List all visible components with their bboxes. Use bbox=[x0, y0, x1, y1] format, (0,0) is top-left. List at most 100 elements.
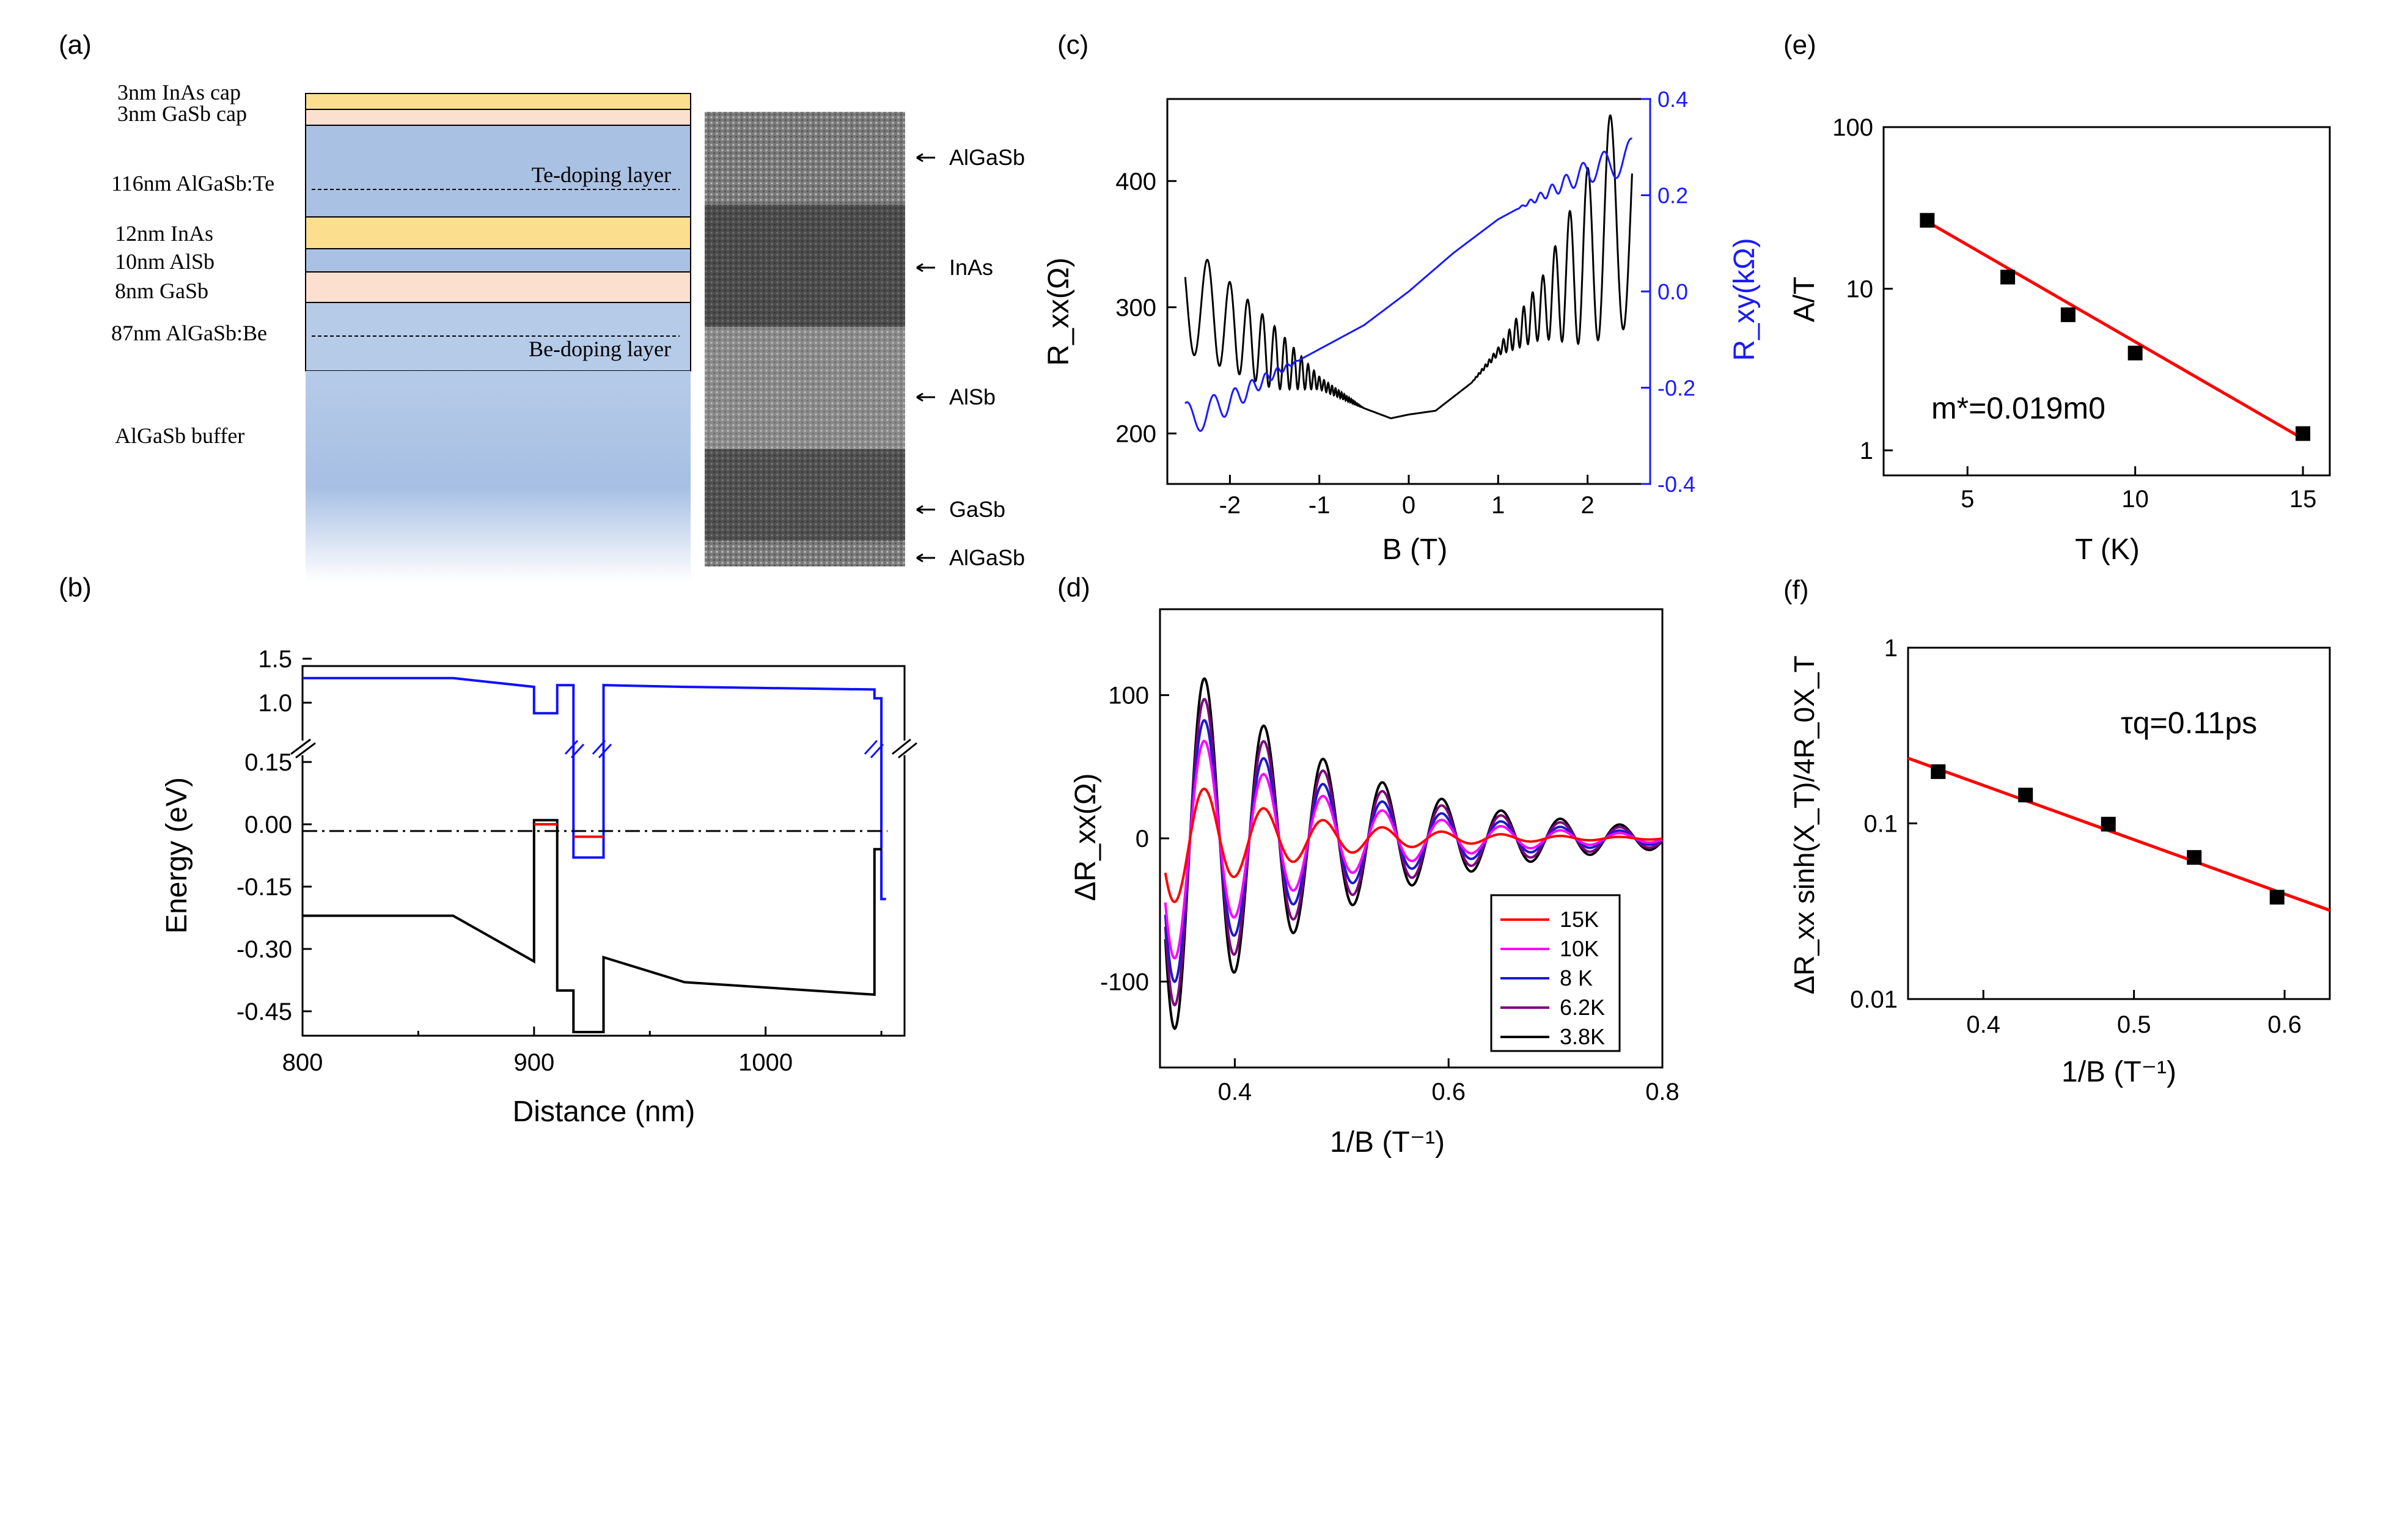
layer-label: 3nm InAs cap bbox=[117, 80, 241, 104]
panel-label-c: (c) bbox=[1057, 30, 1088, 60]
x-tick-label: 0.5 bbox=[2117, 1011, 2151, 1038]
x-tick-label: 900 bbox=[513, 1049, 554, 1076]
y-right-tick-label: -0.2 bbox=[1657, 376, 1695, 401]
panel-label-f: (f) bbox=[1783, 575, 1809, 605]
y-tick-label: 1.0 bbox=[258, 690, 292, 717]
x-axis-break-icon bbox=[889, 738, 920, 759]
x-tick-label: 2 bbox=[1580, 492, 1594, 519]
y-tick-label: 0.00 bbox=[244, 811, 292, 838]
x-tick-label: 10 bbox=[2121, 486, 2149, 513]
y-tick-label: 100 bbox=[1832, 114, 1873, 141]
annotation-quantum-lifetime: τq=0.11ps bbox=[2121, 706, 2257, 740]
data-point bbox=[2269, 890, 2285, 905]
tem-gasb bbox=[705, 449, 905, 541]
y-tick-label: 0.1 bbox=[1863, 811, 1898, 838]
panel-label-d: (d) bbox=[1057, 573, 1090, 602]
series-line bbox=[1164, 739, 1663, 960]
y-tick-label: 1 bbox=[1884, 635, 1898, 662]
x-tick-label: 0.6 bbox=[2267, 1011, 2302, 1038]
valence-band-line bbox=[303, 819, 882, 1033]
y-tick-labels: 200 300 400 bbox=[1115, 168, 1176, 447]
data-point bbox=[2187, 850, 2202, 865]
data-point bbox=[2296, 426, 2311, 441]
y-right-tick-label: 0.2 bbox=[1657, 183, 1688, 208]
be-doping-label: Be-doping layer bbox=[529, 337, 671, 361]
y-tick-label: 1 bbox=[1860, 438, 1873, 464]
layer-inas-cap bbox=[305, 93, 691, 110]
layer-label: 3nm GaSb cap bbox=[117, 101, 247, 126]
y-right-tick-label: 0.0 bbox=[1657, 279, 1688, 304]
data-point bbox=[2101, 816, 2116, 832]
x-tick-labels: 0.4 0.6 0.8 bbox=[1218, 1058, 1679, 1105]
chart-c: 200 300 400 0.4 0.2 0.0 -0.2 -0.4 -2 -1 0 1 2 B (T… bbox=[1043, 87, 1761, 566]
series-rxx bbox=[1184, 114, 1633, 420]
layer-label: 87nm AlGaSb:Be bbox=[111, 321, 267, 345]
series-conduction-band bbox=[303, 676, 886, 901]
legend-label: 15K bbox=[1560, 907, 1599, 932]
x-tick-label: 5 bbox=[1961, 486, 1974, 513]
y-tick-labels: 1 0.1 0.01 bbox=[1850, 635, 1917, 1013]
plot-frame bbox=[1907, 646, 2331, 1000]
annotation-effective-mass: m*=0.019m0 bbox=[1931, 391, 2105, 425]
tem-label: AlGaSb bbox=[949, 145, 1025, 170]
data-point bbox=[2000, 269, 2016, 285]
chart-f: 1 0.1 0.01 0.4 0.5 0.6 τq=0.11ps 1/B (T⁻¹) Δ… bbox=[1788, 635, 2331, 1088]
conduction-band-line bbox=[303, 676, 886, 901]
y-tick-label: -100 bbox=[1100, 969, 1149, 995]
plot-frame bbox=[301, 665, 906, 1037]
tem-alsb bbox=[705, 327, 905, 449]
y-axis-label: Energy (eV) bbox=[161, 777, 193, 934]
y-axis-label: R_xx(Ω) bbox=[1043, 257, 1075, 365]
x-tick-label: 1 bbox=[1491, 492, 1505, 519]
plot-marks bbox=[1907, 756, 2330, 912]
te-doping-label: Te-doping layer bbox=[532, 163, 671, 187]
y-tick-label: 10 bbox=[1846, 276, 1874, 303]
y-axis-label: ΔR_xx(Ω) bbox=[1070, 773, 1102, 901]
y-right-tick-label: 0.4 bbox=[1657, 87, 1688, 112]
legend-label: 3.8K bbox=[1560, 1024, 1605, 1049]
y-axis-label: ΔR_xx sinh(X_T)/4R_0X_T bbox=[1788, 656, 1820, 995]
fit-line bbox=[1907, 756, 2330, 912]
y-tick-labels: 100 0 -100 bbox=[1100, 683, 1169, 995]
legend-label: 6.2K bbox=[1560, 995, 1605, 1020]
arrow-icon bbox=[916, 392, 935, 402]
x-tick-labels: 0.4 0.5 0.6 bbox=[1966, 990, 2302, 1038]
y-right-tick-label: -0.4 bbox=[1657, 472, 1695, 497]
x-tick-label: -1 bbox=[1309, 492, 1331, 519]
layer-labels: 3nm InAs cap 3nm GaSb cap 116nm AlGaSb:T… bbox=[111, 80, 274, 448]
x-tick-label: 0.8 bbox=[1645, 1078, 1679, 1105]
legend: 15K 10K 8 K 6.2K 3.8K bbox=[1490, 894, 1621, 1052]
data-point bbox=[2018, 788, 2033, 803]
layer-algasb-te bbox=[305, 125, 691, 218]
tem-inas bbox=[705, 205, 905, 327]
panel-label-b: (b) bbox=[59, 573, 92, 602]
data-point bbox=[1920, 213, 1935, 228]
y-tick-label: -0.45 bbox=[237, 998, 292, 1025]
tem-label: AlSb bbox=[949, 384, 996, 409]
y-tick-label: -0.15 bbox=[237, 874, 292, 901]
arrow-icon bbox=[916, 505, 935, 514]
x-axis-label: T (K) bbox=[2075, 533, 2140, 566]
series-subband-levels bbox=[534, 823, 604, 838]
chart-d: 100 0 -100 0.4 0.6 0.8 1/B (T⁻¹) ΔR_xx(Ω) 15… bbox=[1070, 608, 1679, 1159]
x-tick-label: 0 bbox=[1402, 492, 1415, 519]
x-axis-label: Distance (nm) bbox=[513, 1096, 696, 1128]
rxy-curve bbox=[1184, 137, 1633, 432]
legend-label: 10K bbox=[1560, 936, 1599, 961]
x-tick-label: -2 bbox=[1219, 492, 1241, 519]
layer-gasb-cap bbox=[305, 109, 691, 126]
x-tick-label: 0.4 bbox=[1966, 1011, 2000, 1038]
y-axis-break-icon bbox=[287, 738, 318, 759]
x-tick-labels: 5 10 15 bbox=[1961, 466, 2316, 513]
tem-image bbox=[705, 112, 905, 566]
chart-e: 100 10 1 5 10 15 m*=0.019m0 T (K) A/T bbox=[1788, 114, 2331, 566]
series-line bbox=[1164, 787, 1662, 904]
y-tick-label: 0.15 bbox=[244, 749, 292, 776]
x-tick-label: 0.6 bbox=[1431, 1078, 1466, 1105]
y-tick-label: 400 bbox=[1115, 168, 1156, 195]
tem-labels: AlGaSb InAs AlSb GaSb AlGaSb bbox=[916, 145, 1025, 570]
layer-label: 8nm GaSb bbox=[115, 279, 208, 303]
y-right-tick-labels: 0.4 0.2 0.0 -0.2 -0.4 bbox=[1641, 87, 1695, 497]
y-tick-label: 0 bbox=[1136, 826, 1149, 852]
